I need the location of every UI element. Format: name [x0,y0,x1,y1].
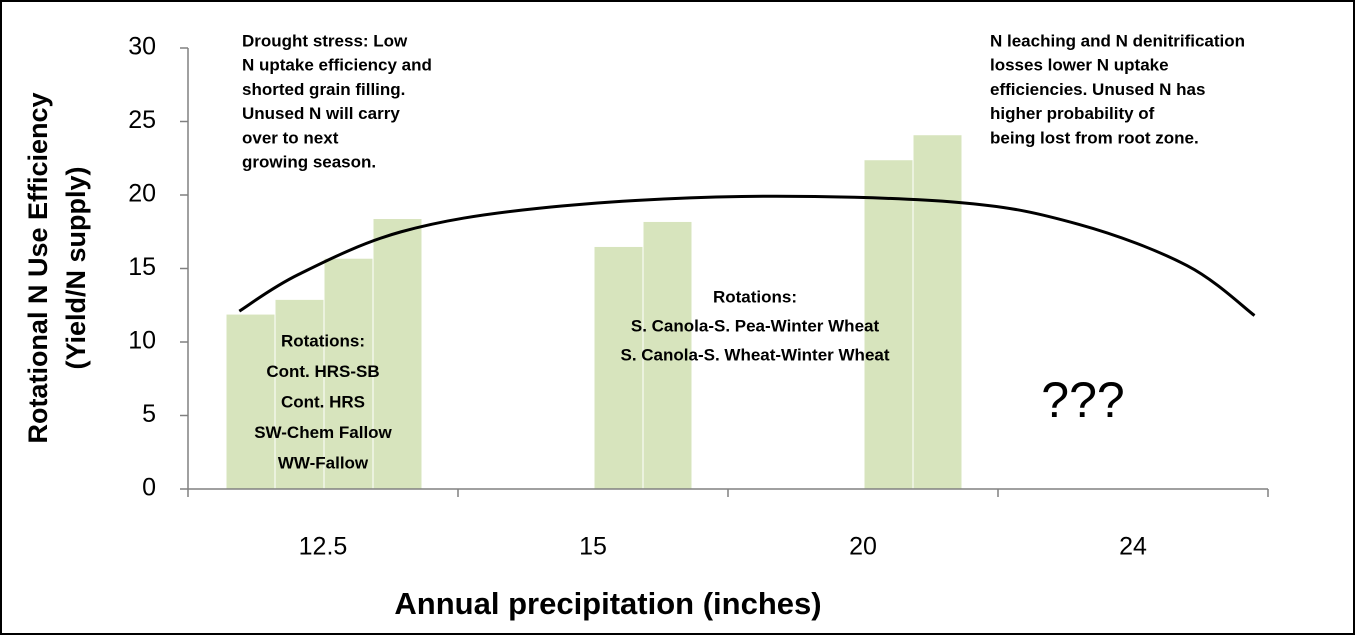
y-axis-title: Rotational N Use Efficiency [23,92,53,443]
y-tick-label: 20 [128,180,156,208]
annotation: Rotations: [713,287,797,306]
annotation: Unused N will carry [242,104,400,123]
annotation: N uptake efficiency and [242,56,432,75]
annotation: growing season. [242,152,376,171]
annotation: SW-Chem Fallow [254,423,392,442]
annotation: higher probability of [990,104,1155,123]
y-axis-title: (Yield/N supply) [61,166,91,369]
y-tick-label: 25 [128,106,156,134]
annotation: WW-Fallow [278,453,369,472]
y-tick-label: 0 [142,474,156,502]
annotation: ??? [1041,372,1124,428]
annotation: S. Canola-S. Wheat-Winter Wheat [620,345,889,364]
bar [372,218,423,490]
annotation: losses lower N uptake [990,56,1169,75]
annotation: Cont. HRS [281,392,365,411]
y-tick-label: 30 [128,33,156,61]
x-tick-label: 24 [1119,533,1147,561]
annotation: efficiencies. Unused N has [990,80,1205,99]
x-tick-label: 15 [579,533,607,561]
x-axis-title: Annual precipitation (inches) [394,586,821,621]
bar [593,245,644,490]
x-tick-label: 12.5 [299,533,348,561]
bar [274,298,325,490]
annotation: shorted grain filling. [242,80,405,99]
y-tick-label: 5 [142,400,156,428]
annotation: Cont. HRS-SB [266,362,379,381]
y-tick-label: 15 [128,253,156,281]
annotation: Rotations: [281,331,365,350]
annotation: Drought stress: Low [242,31,408,50]
annotation: over to next [242,128,339,147]
annotation: being lost from root zone. [990,128,1199,147]
y-tick-label: 10 [128,327,156,355]
annotation: S. Canola-S. Pea-Winter Wheat [631,316,880,335]
bar [863,159,914,490]
bar [323,257,374,490]
bar [225,313,276,490]
bar [642,220,693,490]
trend-line [238,194,1256,317]
annotation: N leaching and N denitrification [990,31,1245,50]
x-tick-label: 20 [849,533,877,561]
bar [912,134,963,490]
